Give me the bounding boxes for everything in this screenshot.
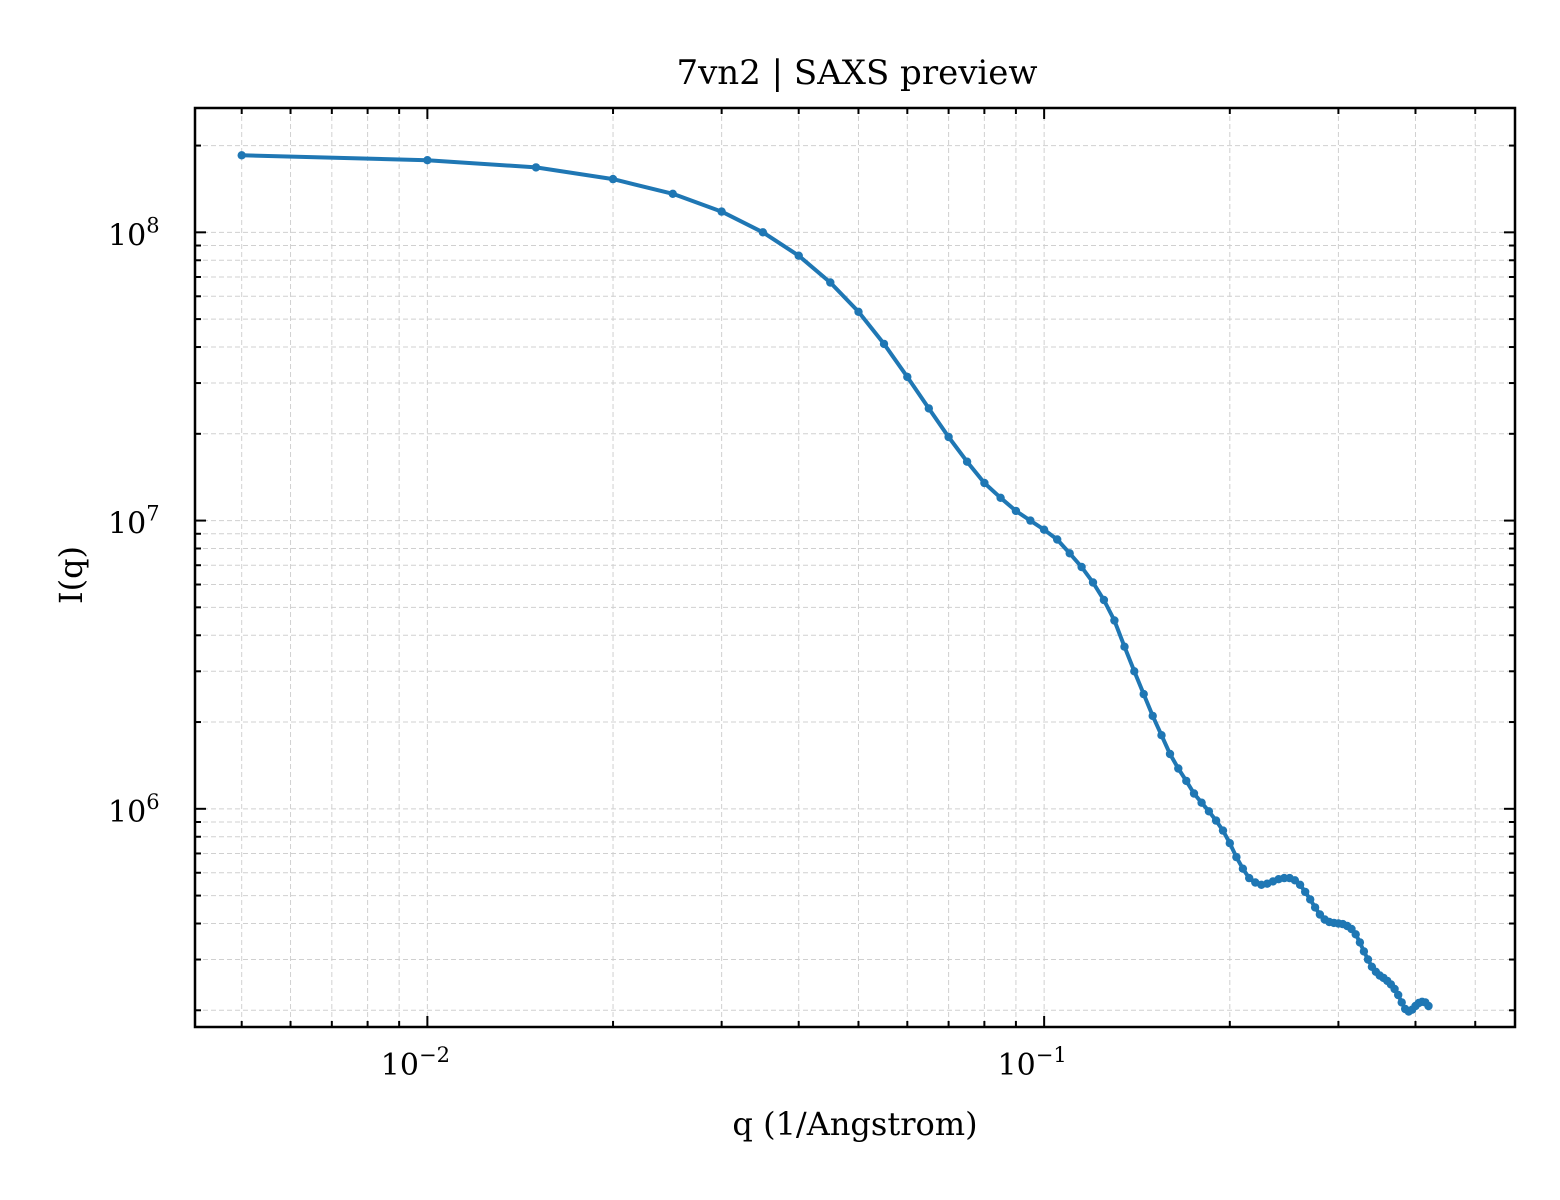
- data-point: [758, 228, 768, 237]
- data-point: [924, 404, 933, 413]
- data-point: [1099, 595, 1109, 605]
- series-layer: [237, 151, 1433, 1016]
- data-point: [1355, 938, 1365, 947]
- y-tick-label: 107: [108, 502, 160, 542]
- data-point: [1077, 562, 1086, 572]
- data-point: [237, 151, 246, 160]
- data-point: [903, 372, 912, 382]
- x-axis-label: q (1/Angstrom): [732, 1105, 977, 1143]
- data-point: [1065, 549, 1074, 558]
- grid-lines: [195, 108, 1515, 1027]
- y-axis-label: I(q): [52, 546, 90, 604]
- tick-labels: 10−2 10−1 106 107 108: [108, 213, 1067, 1083]
- data-point: [826, 278, 835, 287]
- plot-frame: [193, 106, 1517, 1029]
- data-point: [996, 493, 1005, 502]
- data-point: [1189, 789, 1199, 798]
- data-point: [1204, 807, 1214, 816]
- data-point: [854, 307, 863, 316]
- axis-ticks: [195, 108, 1515, 1027]
- data-point: [1238, 864, 1248, 873]
- y-tick-label: 108: [108, 213, 160, 253]
- data-point: [1232, 852, 1241, 862]
- chart-title: 7vn2 | SAXS preview: [676, 53, 1037, 93]
- data-point: [1351, 930, 1360, 939]
- data-point: [1165, 749, 1175, 759]
- data-point: [794, 251, 803, 260]
- data-point: [1211, 816, 1221, 825]
- data-point: [1397, 998, 1406, 1007]
- data-point: [1130, 667, 1139, 676]
- data-point: [1039, 525, 1049, 534]
- x-tick-label: 10−2: [381, 1043, 450, 1083]
- data-point: [423, 156, 432, 165]
- data-point: [1088, 578, 1098, 587]
- data-point: [1157, 731, 1166, 740]
- y-tick-label: 106: [108, 790, 160, 830]
- data-point: [1359, 947, 1369, 956]
- data-point: [1139, 689, 1148, 699]
- data-point: [879, 339, 889, 349]
- data-point: [944, 432, 953, 442]
- data-point: [980, 478, 989, 488]
- data-point: [962, 457, 972, 466]
- data-point: [1424, 1001, 1433, 1011]
- data-point: [1218, 826, 1228, 835]
- data-point: [1310, 903, 1320, 912]
- data-point: [1174, 764, 1183, 773]
- data-point: [668, 189, 677, 198]
- data-point: [1394, 990, 1403, 1000]
- data-point: [717, 207, 726, 216]
- x-tick-label: 10−1: [998, 1043, 1067, 1083]
- data-point: [531, 163, 541, 172]
- data-point: [1301, 887, 1310, 897]
- data-point: [1026, 516, 1035, 525]
- data-point: [1110, 616, 1119, 625]
- data-point: [1306, 895, 1315, 904]
- data-point: [1225, 839, 1235, 848]
- data-point: [1053, 535, 1062, 544]
- data-point: [1363, 955, 1373, 964]
- data-point: [1148, 711, 1157, 721]
- data-point: [1182, 776, 1191, 786]
- data-point: [608, 174, 618, 184]
- data-point: [1295, 880, 1305, 889]
- data-point: [1197, 798, 1206, 807]
- data-point: [1120, 642, 1129, 651]
- data-point: [1011, 506, 1021, 516]
- data-point: [1245, 873, 1254, 883]
- series-line: [239, 153, 1431, 1014]
